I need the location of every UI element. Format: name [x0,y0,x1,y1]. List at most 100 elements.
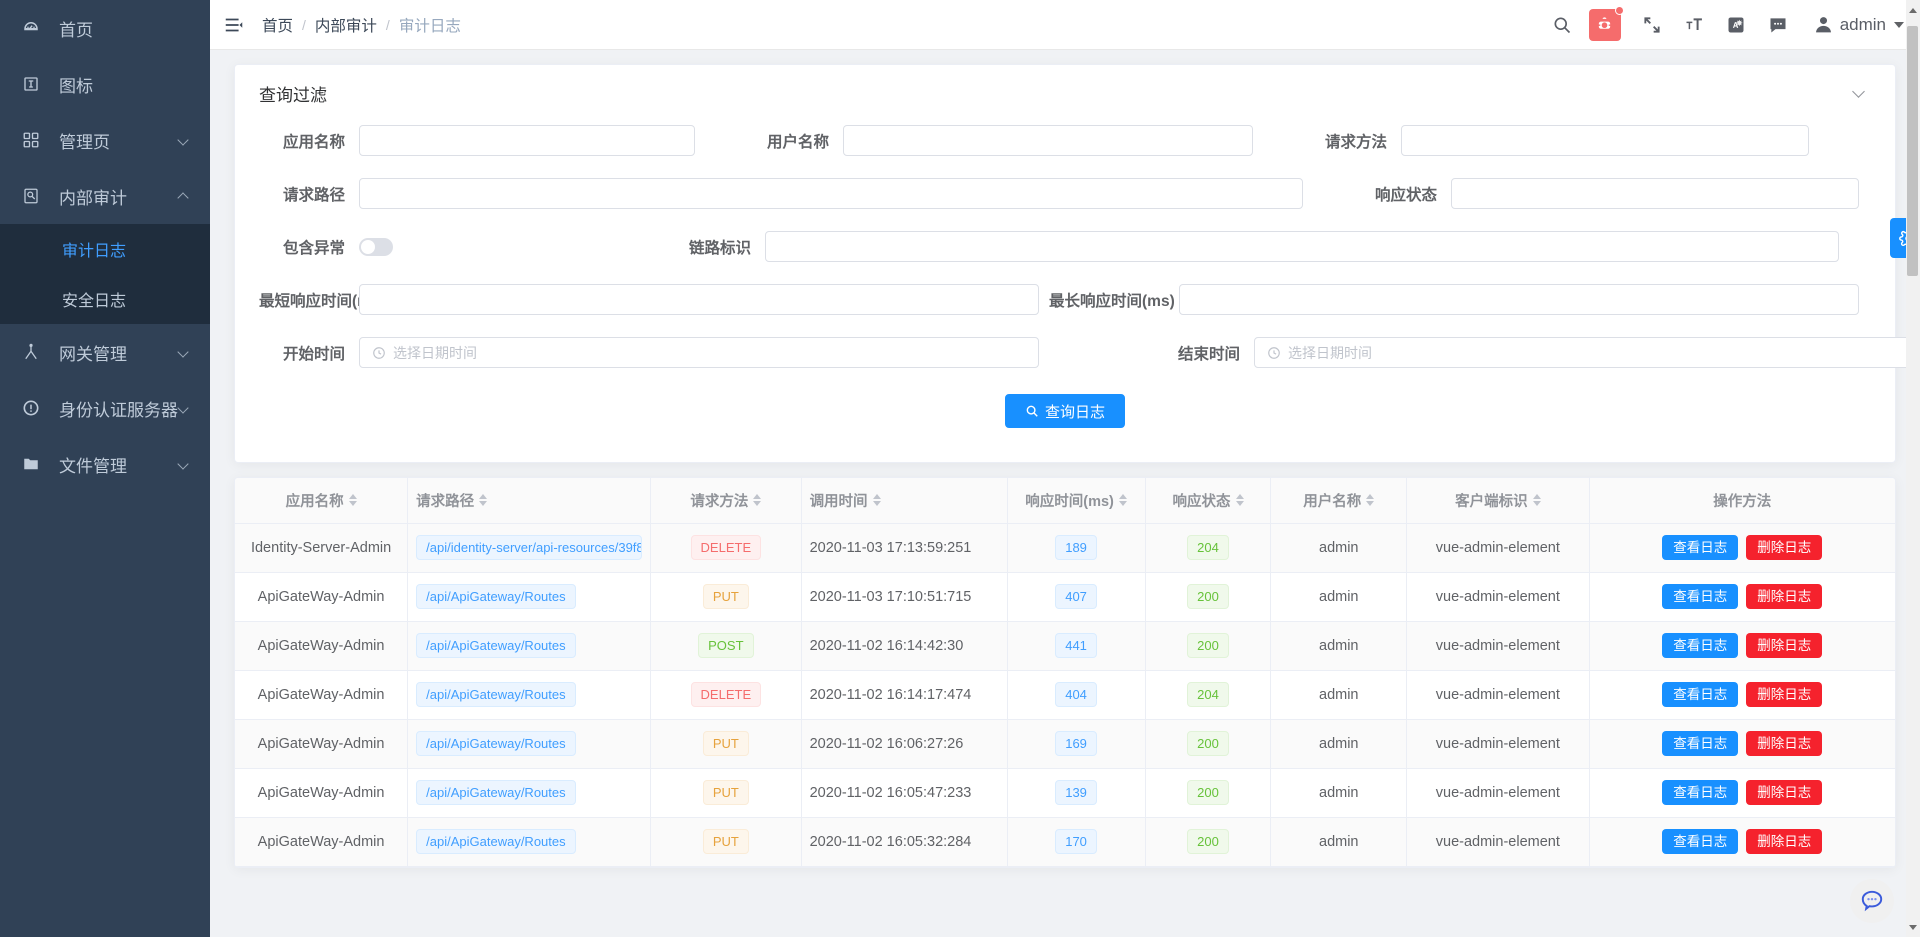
table-row[interactable]: ApiGateWay-Admin/api/ApiGateway/Routes PU… [235,768,1895,818]
end-time-picker[interactable]: 选择日期时间 [1254,337,1920,368]
cell-app-name: ApiGateWay-Admin [235,670,409,720]
sidebar-item-audit-log[interactable]: 审计日志 [0,224,210,275]
app-name-input[interactable] [359,125,695,156]
breadcrumb-item-internal-audit[interactable]: 内部审计 [314,17,377,35]
request-path-input[interactable] [359,178,1303,209]
cell-request-method: PUT [650,572,802,622]
delete-log-button[interactable]: 删除日志 [1746,780,1823,805]
cell-request-method: DELETE [650,523,802,573]
chat-bubble-icon[interactable] [1850,879,1894,923]
sidebar-item-file-management[interactable]: 文件管理 [0,436,210,492]
cell-operations: 查看日志 删除日志 [1589,621,1895,671]
view-log-button[interactable]: 查看日志 [1662,584,1739,609]
sidebar-item-home[interactable]: 首页 [0,0,210,56]
sort-icon[interactable] [348,494,357,507]
column-label: 应用名称 [285,493,344,510]
duration-tag: 170 [1055,829,1097,854]
error-log-button[interactable] [1588,5,1624,41]
sidebar-item-admin-pages[interactable]: 管理页 [0,112,210,168]
user-menu[interactable]: admin [1813,14,1904,35]
delete-log-button[interactable]: 删除日志 [1746,633,1823,658]
fullscreen-icon[interactable] [1631,0,1673,50]
table-header-row: 应用名称 请求路径 请求方法 调用时间 响应时间(ms) 响应状态 用户名称 客… [235,478,1895,524]
column-header-response-status[interactable]: 响应状态 [1145,478,1272,524]
cell-app-name: ApiGateWay-Admin [235,572,409,622]
duration-tag: 404 [1055,682,1097,707]
path-tag: /api/ApiGateway/Routes [416,780,576,805]
column-header-request-method[interactable]: 请求方法 [650,478,802,524]
content-scroll-area: 查询过滤 应用名称 用户名称 [210,50,1920,937]
cell-app-name: ApiGateWay-Admin [235,621,409,671]
column-header-duration[interactable]: 响应时间(ms) [1007,478,1146,524]
delete-log-button[interactable]: 删除日志 [1746,682,1823,707]
sort-icon[interactable] [1235,494,1244,507]
cell-response-status: 200 [1145,572,1272,622]
sort-icon[interactable] [1532,494,1541,507]
delete-log-button[interactable]: 删除日志 [1746,731,1823,756]
sidebar-item-icons[interactable]: 图标 [0,56,210,112]
user-name-input[interactable] [843,125,1253,156]
sort-icon[interactable] [753,494,762,507]
view-log-button[interactable]: 查看日志 [1662,633,1739,658]
sidebar-item-security-log[interactable]: 安全日志 [0,274,210,325]
cell-user-name: admin [1270,817,1408,867]
table-row[interactable]: ApiGateWay-Admin/api/ApiGateway/Routes PU… [235,572,1895,622]
sort-icon[interactable] [872,494,881,507]
table-body: Identity-Server-Admin/api/identity-serve… [235,523,1895,867]
start-time-picker[interactable]: 选择日期时间 [359,337,1039,368]
view-log-button[interactable]: 查看日志 [1662,535,1739,560]
sort-icon[interactable] [1366,494,1375,507]
max-duration-input[interactable] [1179,284,1859,315]
main-area: 首页 / 内部审计 / 审计日志 [210,0,1920,937]
table-row[interactable]: Identity-Server-Admin/api/identity-serve… [235,523,1895,573]
breadcrumb-item-home[interactable]: 首页 [262,17,294,35]
sort-icon[interactable] [1118,494,1127,507]
column-label: 响应状态 [1172,493,1231,510]
hamburger-icon[interactable] [210,0,258,50]
cell-response-status: 200 [1145,817,1272,867]
sidebar-item-identity-server[interactable]: 身份认证服务器 [0,380,210,436]
has-exception-toggle[interactable] [359,237,393,256]
field-label: 用户名称 [766,133,829,151]
view-log-button[interactable]: 查看日志 [1662,829,1739,854]
translate-icon[interactable] [1715,0,1757,50]
view-log-button[interactable]: 查看日志 [1662,780,1739,805]
table-row[interactable]: ApiGateWay-Admin/api/ApiGateway/Routes PU… [235,817,1895,867]
sidebar-item-internal-audit[interactable]: 内部审计 [0,168,210,224]
sidebar-item-gateway[interactable]: 网关管理 [0,324,210,380]
cell-response-status: 200 [1145,719,1272,769]
scroll-down-arrow[interactable] [1906,919,1920,935]
chat-icon[interactable] [1757,0,1799,50]
query-log-button[interactable]: 查询日志 [1004,394,1125,428]
view-log-button[interactable]: 查看日志 [1662,682,1739,707]
cell-user-name: admin [1270,523,1408,573]
delete-log-button[interactable]: 删除日志 [1746,829,1823,854]
chevron-down-icon[interactable] [1853,87,1867,96]
cell-operations: 查看日志 删除日志 [1589,817,1895,867]
path-tag: /api/ApiGateway/Routes [416,633,576,658]
vertical-scrollbar[interactable] [1906,0,1920,937]
search-icon[interactable] [1541,0,1583,50]
table-row[interactable]: ApiGateWay-Admin/api/ApiGateway/Routes PU… [235,719,1895,769]
column-header-call-time[interactable]: 调用时间 [801,478,1008,524]
correlation-id-input[interactable] [765,231,1839,262]
table-row[interactable]: ApiGateWay-Admin/api/ApiGateway/Routes PO… [235,621,1895,671]
min-duration-input[interactable] [359,284,1039,315]
method-tag: PUT [702,731,749,756]
response-status-input[interactable] [1451,178,1859,209]
sort-icon[interactable] [479,494,488,507]
cell-operations: 查看日志 删除日志 [1589,768,1895,818]
delete-log-button[interactable]: 删除日志 [1746,584,1823,609]
cell-response-status: 204 [1145,523,1272,573]
scroll-up-arrow[interactable] [1906,2,1920,18]
table-row[interactable]: ApiGateWay-Admin/api/ApiGateway/Routes DE… [235,670,1895,720]
column-header-user-name[interactable]: 用户名称 [1270,478,1408,524]
delete-log-button[interactable]: 删除日志 [1746,535,1823,560]
column-header-request-path[interactable]: 请求路径 [407,478,652,524]
request-method-input[interactable] [1401,125,1809,156]
column-header-app-name[interactable]: 应用名称 [235,478,409,524]
column-header-client-id[interactable]: 客户端标识 [1406,478,1590,524]
font-size-icon[interactable] [1673,0,1715,50]
scrollbar-thumb[interactable] [1907,26,1918,276]
view-log-button[interactable]: 查看日志 [1662,731,1739,756]
